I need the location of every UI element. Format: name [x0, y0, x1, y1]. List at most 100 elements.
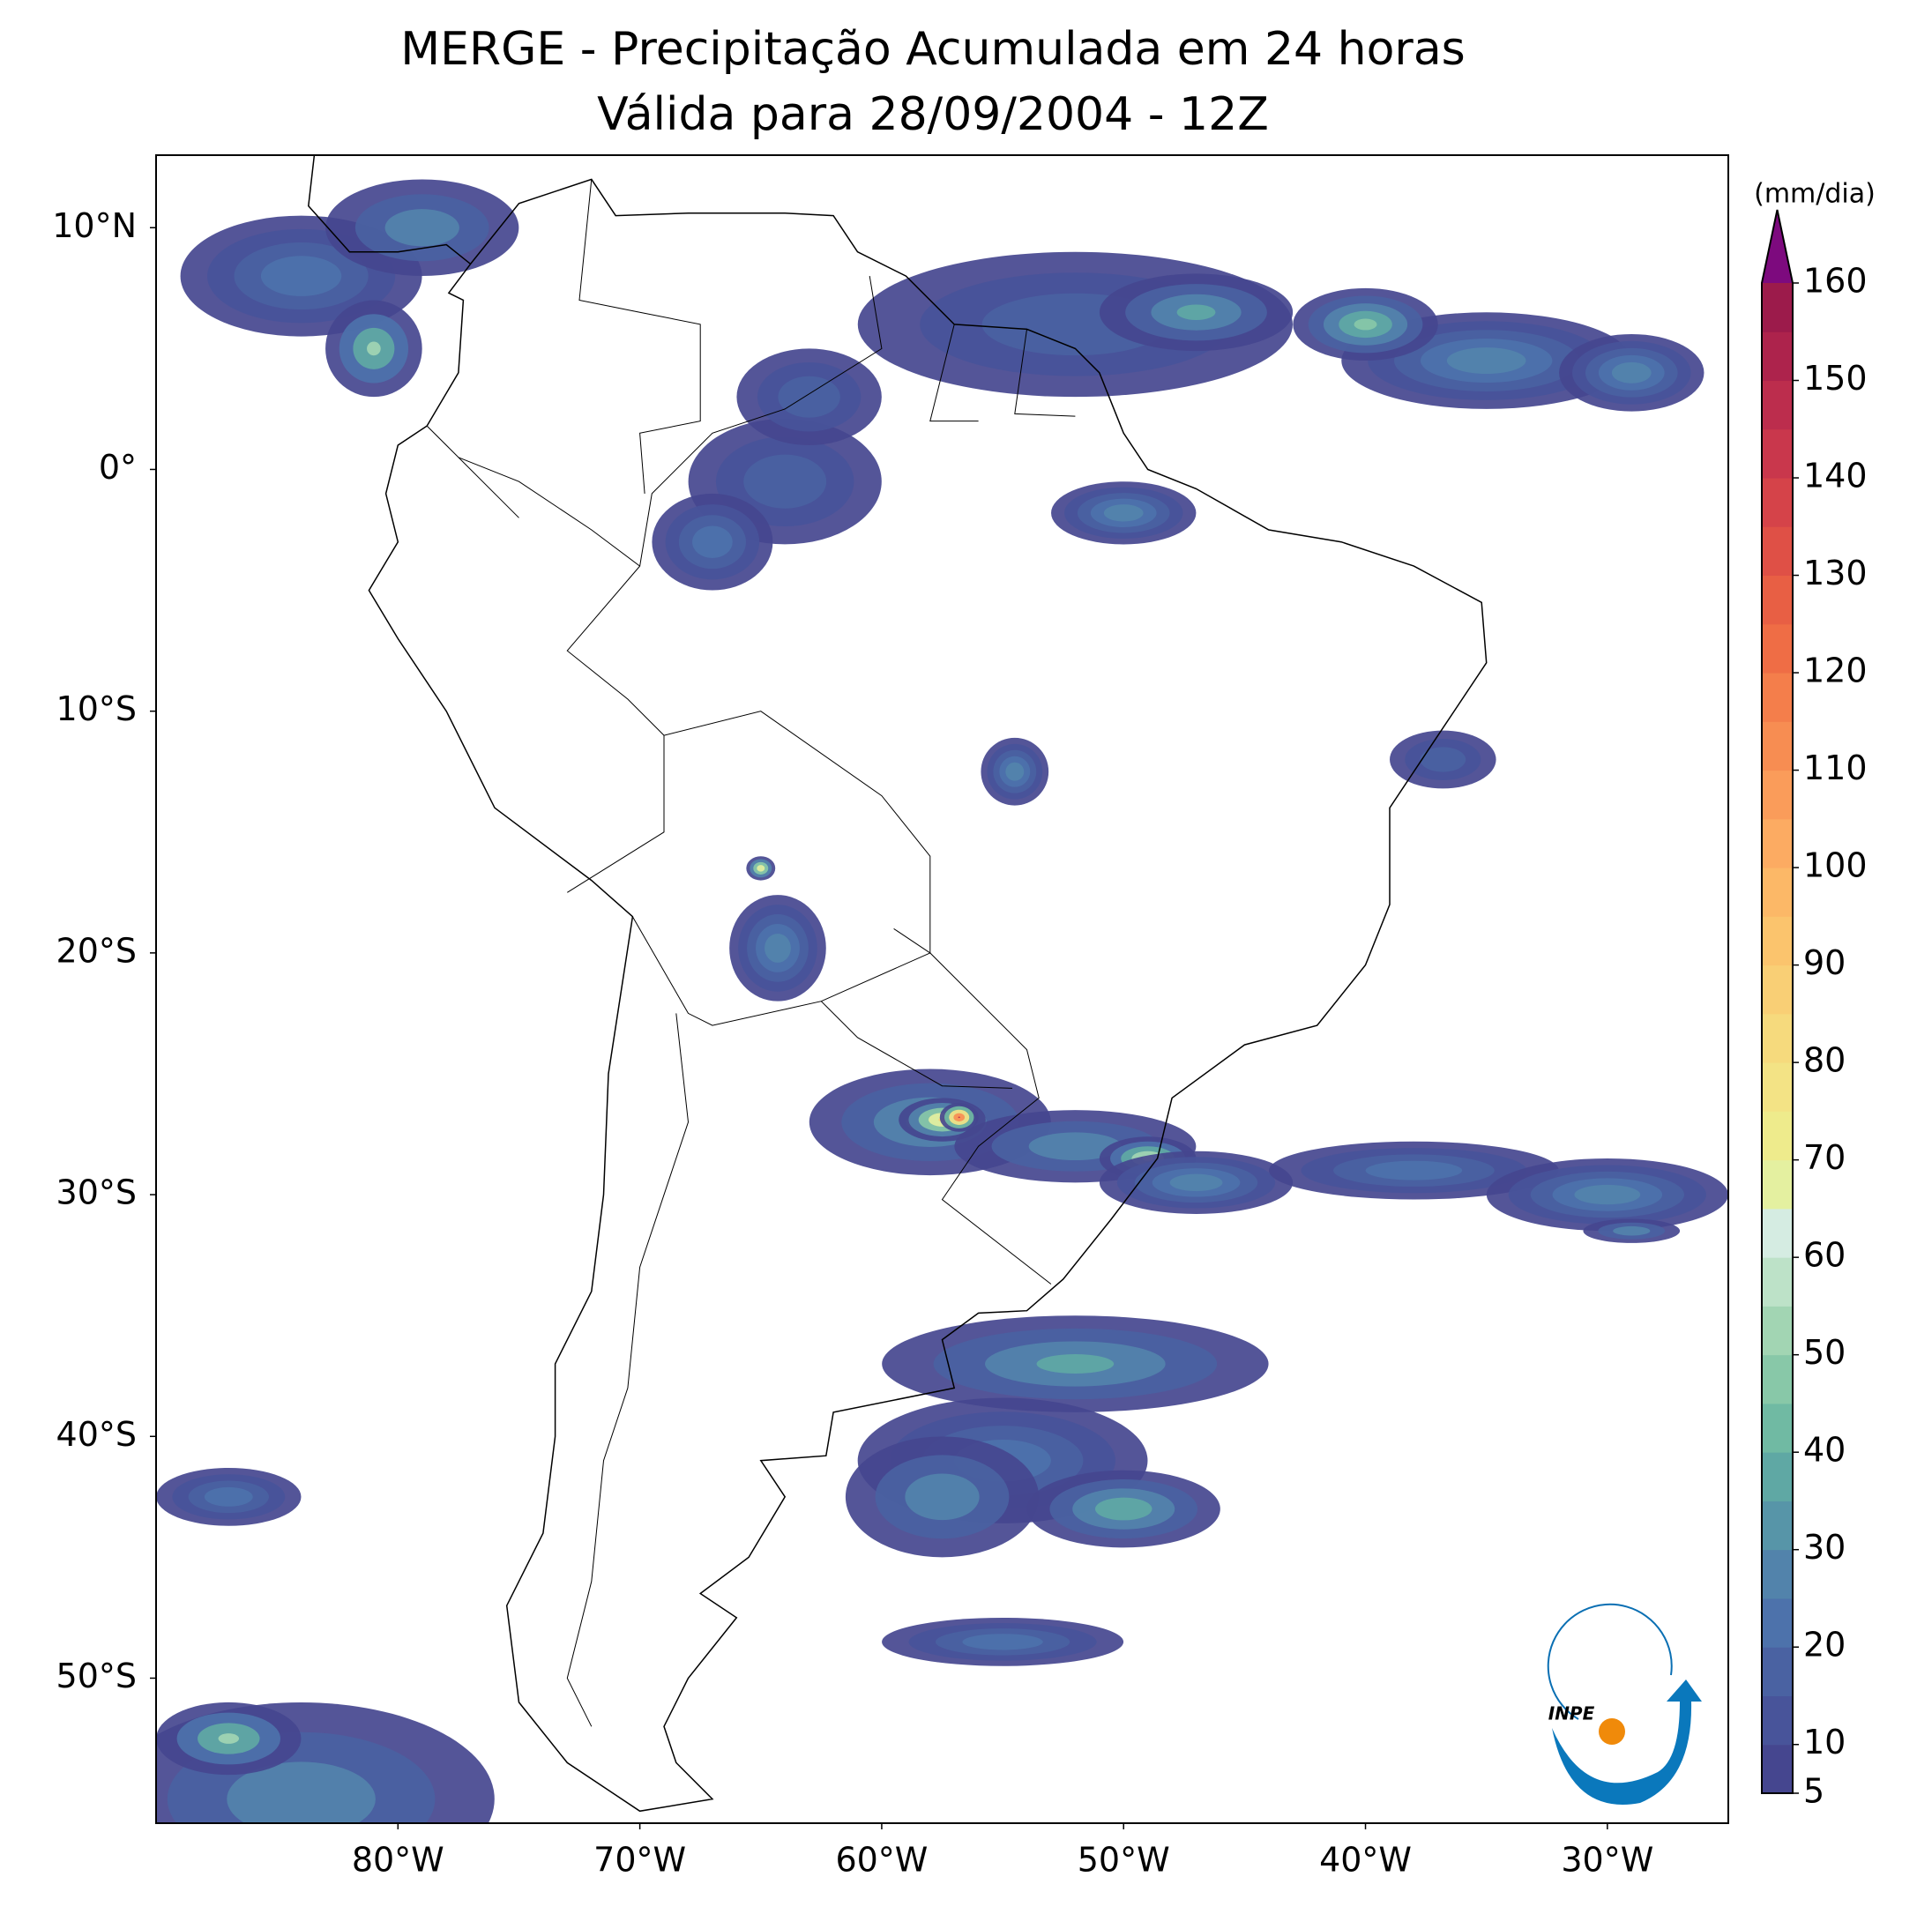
- colorbar-band: [1762, 770, 1793, 820]
- precipitation-area: [1103, 504, 1144, 522]
- precipitation-area: [1446, 347, 1526, 375]
- colorbar-band: [1762, 1159, 1793, 1210]
- colorbar-tick-label: 100: [1803, 846, 1868, 885]
- colorbar-band: [1762, 818, 1793, 868]
- precipitation-area: [757, 865, 765, 872]
- precipitation-area: [1094, 1497, 1152, 1521]
- precipitation-area: [1613, 1225, 1651, 1236]
- colorbar-tick-label: 10: [1803, 1723, 1846, 1761]
- x-tick-label: 80°W: [352, 1841, 444, 1880]
- logo-orbit: [1547, 1603, 1673, 1720]
- coastline: [368, 178, 1488, 1813]
- precipitation-area: [905, 1473, 980, 1521]
- precipitation-area: [367, 341, 381, 356]
- colorbar-tick-label: 120: [1803, 652, 1868, 690]
- colorbar-band: [1762, 1208, 1793, 1258]
- y-tick-label: 0°: [99, 448, 137, 487]
- colorbar-band: [1762, 1744, 1793, 1794]
- colorbar-band: [1762, 526, 1793, 577]
- precipitation-area: [1365, 1160, 1463, 1180]
- precipitation-area: [1169, 1173, 1223, 1192]
- precipitation-area: [958, 1116, 960, 1119]
- colorbar-band: [1762, 1062, 1793, 1112]
- precipitation-area: [1028, 1132, 1123, 1161]
- precipitation-area: [1574, 1184, 1641, 1205]
- logo-sun: [1599, 1718, 1625, 1745]
- precipitation-area: [743, 454, 827, 509]
- precipitation-area: [1354, 318, 1377, 331]
- coastline: [308, 155, 472, 264]
- colorbar-band: [1762, 868, 1793, 917]
- colorbar-band: [1762, 1597, 1793, 1648]
- y-tick-label: 10°N: [52, 206, 137, 245]
- colorbar-band: [1762, 428, 1793, 479]
- colorbar-band: [1762, 1549, 1793, 1599]
- colorbar-band: [1762, 283, 1793, 332]
- colorbar-band: [1762, 916, 1793, 966]
- precipitation-area: [765, 933, 791, 963]
- colorbar-band: [1762, 331, 1793, 382]
- colorbar-band: [1762, 1306, 1793, 1356]
- colorbar-band: [1762, 1695, 1793, 1746]
- colorbar-tick-label: 20: [1803, 1626, 1846, 1665]
- colorbar-tick-label: 130: [1803, 554, 1868, 592]
- precipitation-area: [384, 209, 459, 247]
- colorbar-tick-label: 110: [1803, 748, 1868, 787]
- precipitation-area: [227, 1761, 376, 1823]
- colorbar-band: [1762, 1403, 1793, 1453]
- country-border: [820, 1001, 1013, 1089]
- y-tick-label: 40°S: [56, 1415, 137, 1454]
- precipitation-area: [218, 1733, 240, 1744]
- map-area: [156, 155, 1728, 1823]
- colorbar-tick-label: 5: [1803, 1772, 1824, 1811]
- colorbar-band: [1762, 1013, 1793, 1063]
- chart-title: MERGE - Precipitação Acumulada em 24 hor…: [400, 23, 1466, 76]
- colorbar-tick-label: 80: [1803, 1041, 1846, 1080]
- chart-subtitle: Válida para 28/09/2004 - 12Z: [597, 88, 1269, 141]
- country-border: [929, 324, 979, 422]
- precipitation-area: [1036, 1354, 1115, 1374]
- country-border: [1014, 329, 1076, 417]
- colorbar-tick-label: 70: [1803, 1138, 1846, 1177]
- colorbar-tick-label: 40: [1803, 1431, 1846, 1470]
- colorbar-band: [1762, 1354, 1793, 1404]
- country-border: [426, 425, 519, 518]
- y-tick-label: 10°S: [56, 689, 137, 728]
- colorbar-band: [1762, 1501, 1793, 1551]
- country-border: [567, 711, 1052, 1285]
- precipitation-area: [1611, 361, 1652, 384]
- colorbar-tick-label: 150: [1803, 359, 1868, 398]
- logo: INPE: [1547, 1603, 1702, 1805]
- y-tick-label: 50°S: [56, 1657, 137, 1695]
- colorbar-band: [1762, 575, 1793, 625]
- precipitation-area: [778, 376, 840, 418]
- precipitation-area: [1005, 762, 1025, 781]
- map-frame: [155, 154, 1729, 1824]
- logo-text: INPE: [1548, 1703, 1595, 1724]
- colorbar-tick-label: 60: [1803, 1236, 1846, 1275]
- colorbar-band: [1762, 1111, 1793, 1161]
- x-tick-label: 50°W: [1078, 1841, 1170, 1880]
- colorbar-label: (mm/dia): [1754, 179, 1876, 210]
- x-tick-label: 70°W: [593, 1841, 686, 1880]
- country-border: [631, 916, 931, 1026]
- precipitation-area: [692, 525, 733, 558]
- colorbar-band: [1762, 964, 1793, 1015]
- colorbar-tick-label: 30: [1803, 1528, 1846, 1567]
- country-border: [578, 179, 701, 494]
- y-tick-label: 30°S: [56, 1173, 137, 1212]
- country-border: [458, 457, 640, 567]
- colorbar-band: [1762, 673, 1793, 722]
- colorbar-extend: [1762, 210, 1793, 283]
- colorbar-band: [1762, 623, 1793, 674]
- precipitation-area: [1420, 747, 1466, 772]
- precipitation-area: [962, 1634, 1043, 1650]
- x-tick-label: 60°W: [835, 1841, 928, 1880]
- colorbar-band: [1762, 1257, 1793, 1307]
- country-border: [566, 276, 883, 736]
- y-tick-label: 20°S: [56, 931, 137, 970]
- x-tick-label: 40°W: [1319, 1841, 1412, 1880]
- colorbar-band: [1762, 1452, 1793, 1501]
- colorbar-outline: [1761, 209, 1794, 1794]
